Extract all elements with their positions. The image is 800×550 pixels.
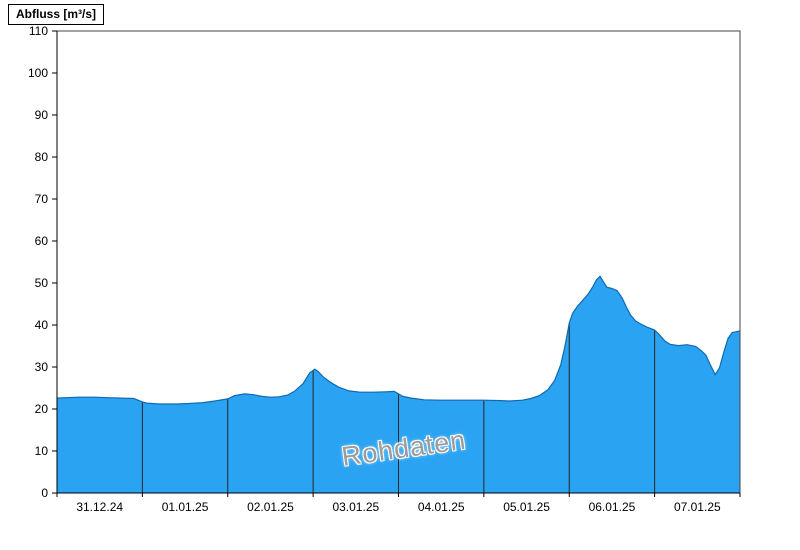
x-day-label: 07.01.25 <box>674 500 721 514</box>
x-day-label: 01.01.25 <box>162 500 209 514</box>
discharge-curve <box>56 275 741 405</box>
y-tick-label: 50 <box>35 276 49 290</box>
y-tick-label: 100 <box>28 66 48 80</box>
y-tick-label: 40 <box>35 318 49 332</box>
x-day-label: 05.01.25 <box>503 500 550 514</box>
y-tick-label: 90 <box>35 108 49 122</box>
chart-title: Abfluss [m³/s] <box>8 4 105 25</box>
y-tick-label: 80 <box>35 150 49 164</box>
y-tick-label: 0 <box>41 486 48 500</box>
x-day-label: 31.12.24 <box>76 500 123 514</box>
y-tick-label: 20 <box>35 402 49 416</box>
x-day-label: 06.01.25 <box>589 500 636 514</box>
y-tick-label: 110 <box>29 24 48 38</box>
x-day-label: 02.01.25 <box>247 500 294 514</box>
x-day-label: 03.01.25 <box>332 500 379 514</box>
x-day-label: 04.01.25 <box>418 500 465 514</box>
y-tick-label: 60 <box>35 234 49 248</box>
y-tick-label: 30 <box>35 360 49 374</box>
y-tick-label: 70 <box>35 192 49 206</box>
y-tick-label: 10 <box>35 444 49 458</box>
